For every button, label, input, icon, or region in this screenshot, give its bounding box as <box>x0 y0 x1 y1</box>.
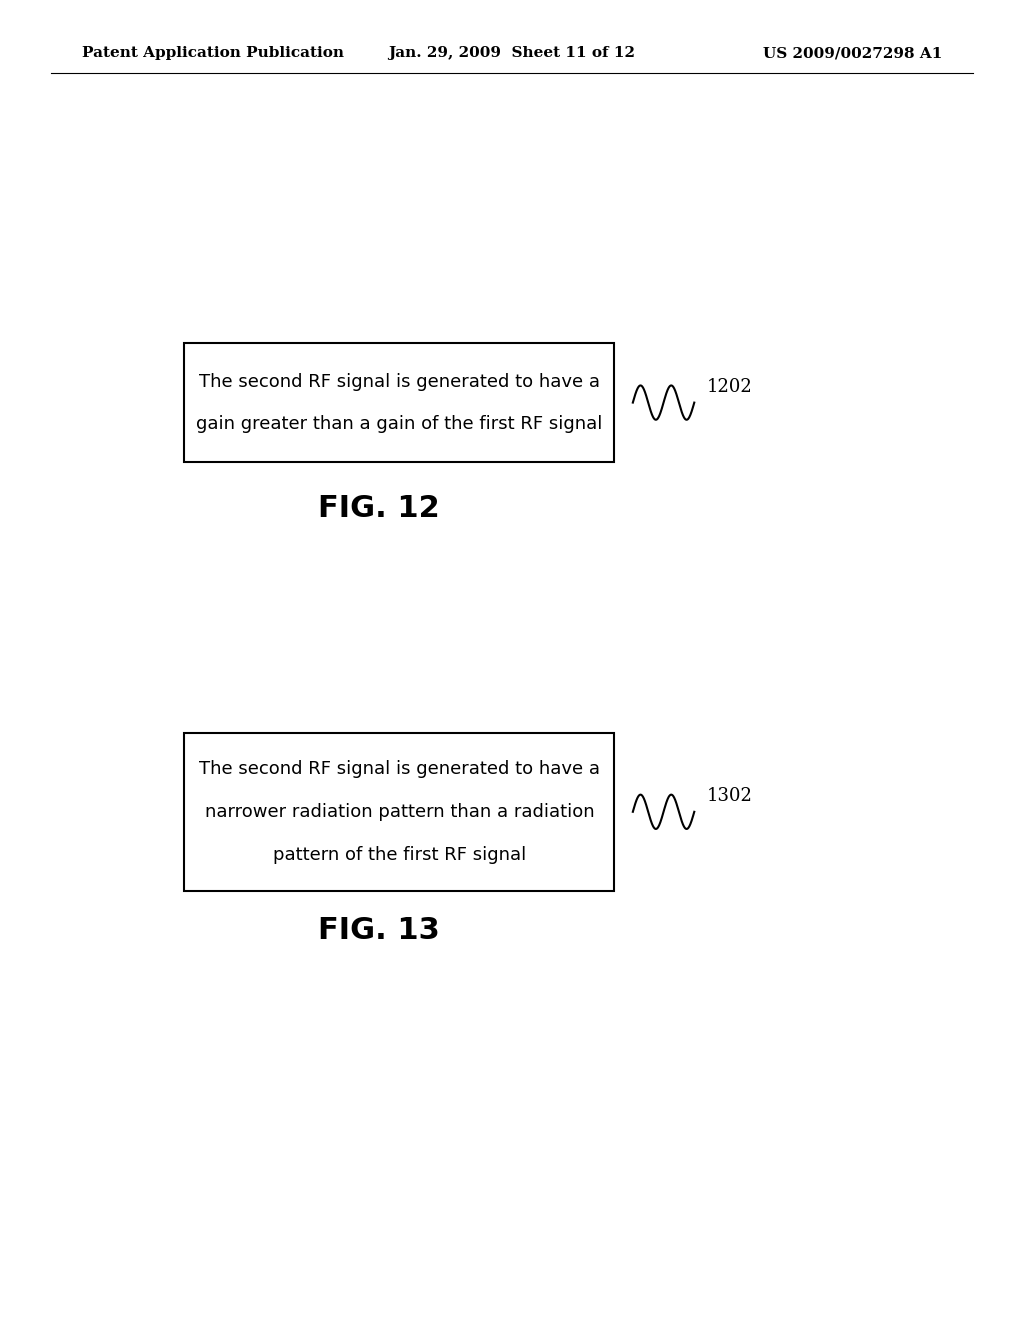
Text: gain greater than a gain of the first RF signal: gain greater than a gain of the first RF… <box>197 414 602 433</box>
Text: narrower radiation pattern than a radiation: narrower radiation pattern than a radiat… <box>205 803 594 821</box>
Text: The second RF signal is generated to have a: The second RF signal is generated to hav… <box>199 374 600 392</box>
Text: FIG. 13: FIG. 13 <box>318 916 439 945</box>
Text: 1302: 1302 <box>707 787 753 805</box>
Text: The second RF signal is generated to have a: The second RF signal is generated to hav… <box>199 760 600 777</box>
FancyBboxPatch shape <box>184 343 614 462</box>
FancyBboxPatch shape <box>184 733 614 891</box>
Text: FIG. 12: FIG. 12 <box>318 494 439 523</box>
Text: US 2009/0027298 A1: US 2009/0027298 A1 <box>763 46 942 61</box>
Text: 1202: 1202 <box>707 378 753 396</box>
Text: Patent Application Publication: Patent Application Publication <box>82 46 344 61</box>
Text: pattern of the first RF signal: pattern of the first RF signal <box>272 846 526 863</box>
Text: Jan. 29, 2009  Sheet 11 of 12: Jan. 29, 2009 Sheet 11 of 12 <box>388 46 636 61</box>
